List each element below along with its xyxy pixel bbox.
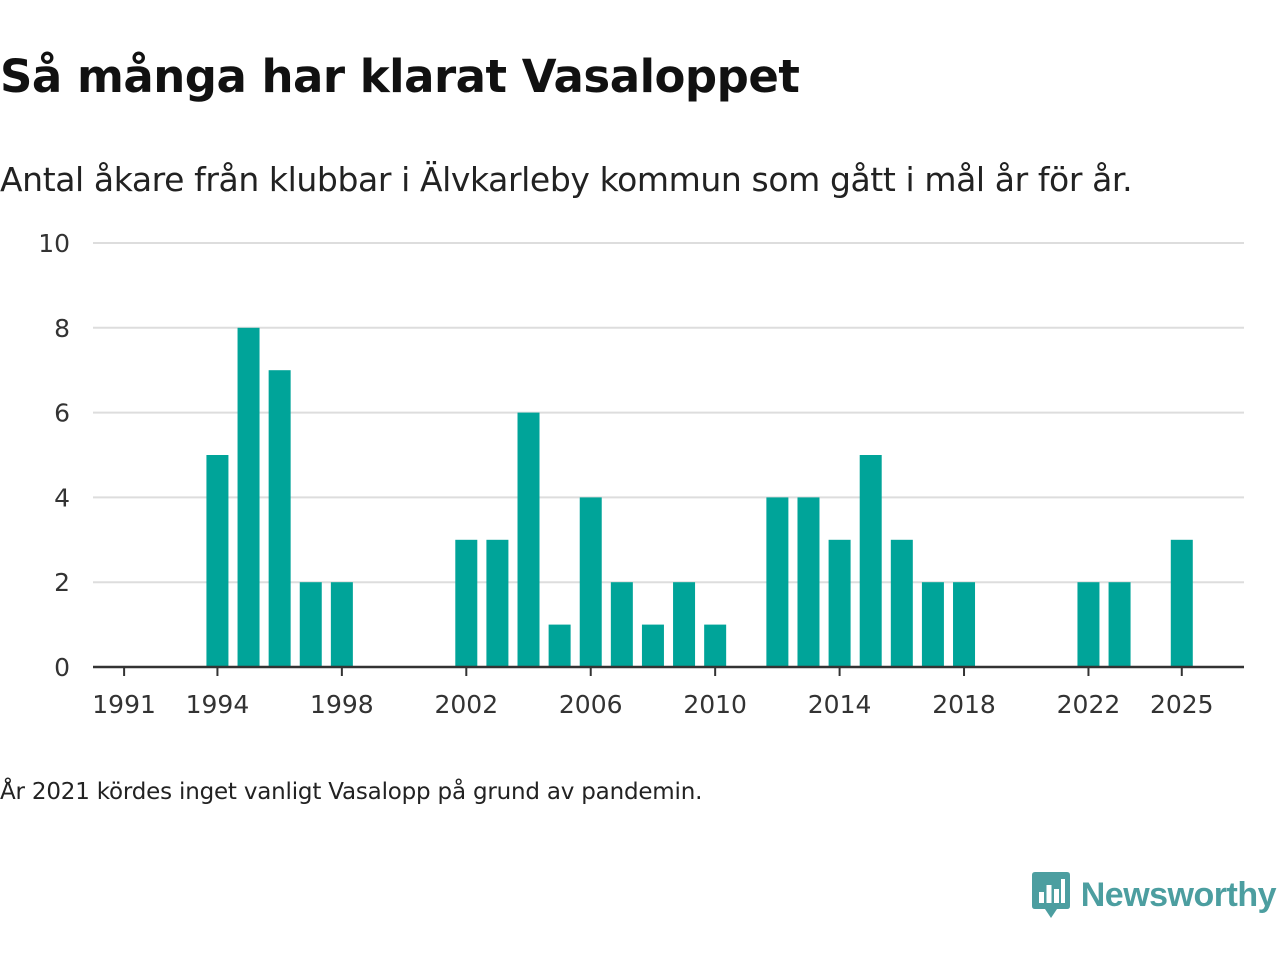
newsworthy-logo-icon <box>1031 872 1070 918</box>
x-tick-label: 1998 <box>310 690 374 719</box>
newsworthy-logo: Newsworthy <box>1031 870 1277 920</box>
bar <box>1077 582 1100 667</box>
x-tick-label: 2022 <box>1057 690 1121 719</box>
x-tick-label: 2018 <box>932 690 996 719</box>
x-tick-label: 2006 <box>559 690 623 719</box>
x-tick-label: 1994 <box>186 690 250 719</box>
gridlines <box>93 242 1244 584</box>
bar <box>330 582 353 667</box>
bar-chart: 0 2 4 6 8 10 1991 1994 1998 2002 2006 2010 2014 2018… <box>38 229 1244 719</box>
x-tick-label: 2025 <box>1150 690 1214 719</box>
bar <box>921 582 944 667</box>
bar <box>486 539 509 667</box>
y-tick-label: 2 <box>54 568 70 597</box>
bar <box>673 582 696 667</box>
bar <box>579 497 602 667</box>
x-axis-ticks: 1991 1994 1998 2002 2006 2010 2014 2018 2022 2025 <box>92 667 1214 719</box>
x-tick-label: 2010 <box>683 690 747 719</box>
bar <box>859 455 882 667</box>
chart-footnote: År 2021 kördes inget vanligt Vasalopp på… <box>0 779 703 805</box>
y-tick-label: 8 <box>54 314 70 343</box>
bar <box>517 412 540 667</box>
bar <box>641 624 664 667</box>
bar <box>953 582 976 667</box>
bar <box>548 624 571 667</box>
y-tick-label: 4 <box>54 483 70 512</box>
y-tick-label: 6 <box>54 399 70 428</box>
bars <box>206 327 1193 667</box>
bar <box>455 539 478 667</box>
x-tick-label: 2002 <box>434 690 498 719</box>
y-tick-label: 10 <box>38 229 70 258</box>
bar <box>1108 582 1131 667</box>
bar <box>766 497 789 667</box>
chart-title: Så många har klarat Vasaloppet <box>0 50 800 103</box>
bar <box>704 624 727 667</box>
bar <box>237 327 260 667</box>
bar <box>828 539 851 667</box>
bar <box>797 497 820 667</box>
bar <box>1170 539 1193 667</box>
bar <box>890 539 913 667</box>
x-tick-label: 2014 <box>808 690 872 719</box>
bar <box>299 582 322 667</box>
y-axis-ticks: 0 2 4 6 8 10 <box>38 229 70 682</box>
bar <box>268 370 291 667</box>
x-tick-label: 1991 <box>92 690 156 719</box>
bar <box>610 582 633 667</box>
y-tick-label: 0 <box>54 653 70 682</box>
chart-subtitle: Antal åkare från klubbar i Älvkarleby ko… <box>0 160 1133 199</box>
bar <box>206 455 229 667</box>
brand-name: Newsworthy <box>1080 875 1277 914</box>
